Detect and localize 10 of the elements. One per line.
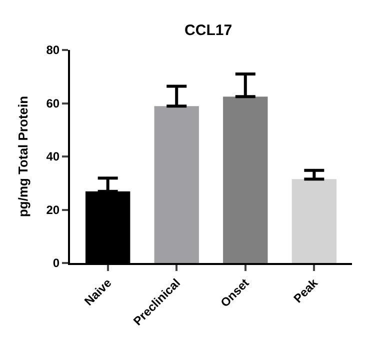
y-tick-label: 40 xyxy=(46,150,60,164)
bar xyxy=(223,96,268,263)
y-tick-label: 80 xyxy=(46,43,60,58)
chart-title: CCL17 xyxy=(184,22,232,39)
bar xyxy=(154,106,199,263)
bar xyxy=(292,179,337,263)
y-tick-label: 20 xyxy=(46,202,60,217)
y-axis-title: pg/mg Total Protein xyxy=(16,96,31,218)
y-tick-label: 60 xyxy=(46,96,60,110)
y-tick-label: 0 xyxy=(52,256,60,270)
